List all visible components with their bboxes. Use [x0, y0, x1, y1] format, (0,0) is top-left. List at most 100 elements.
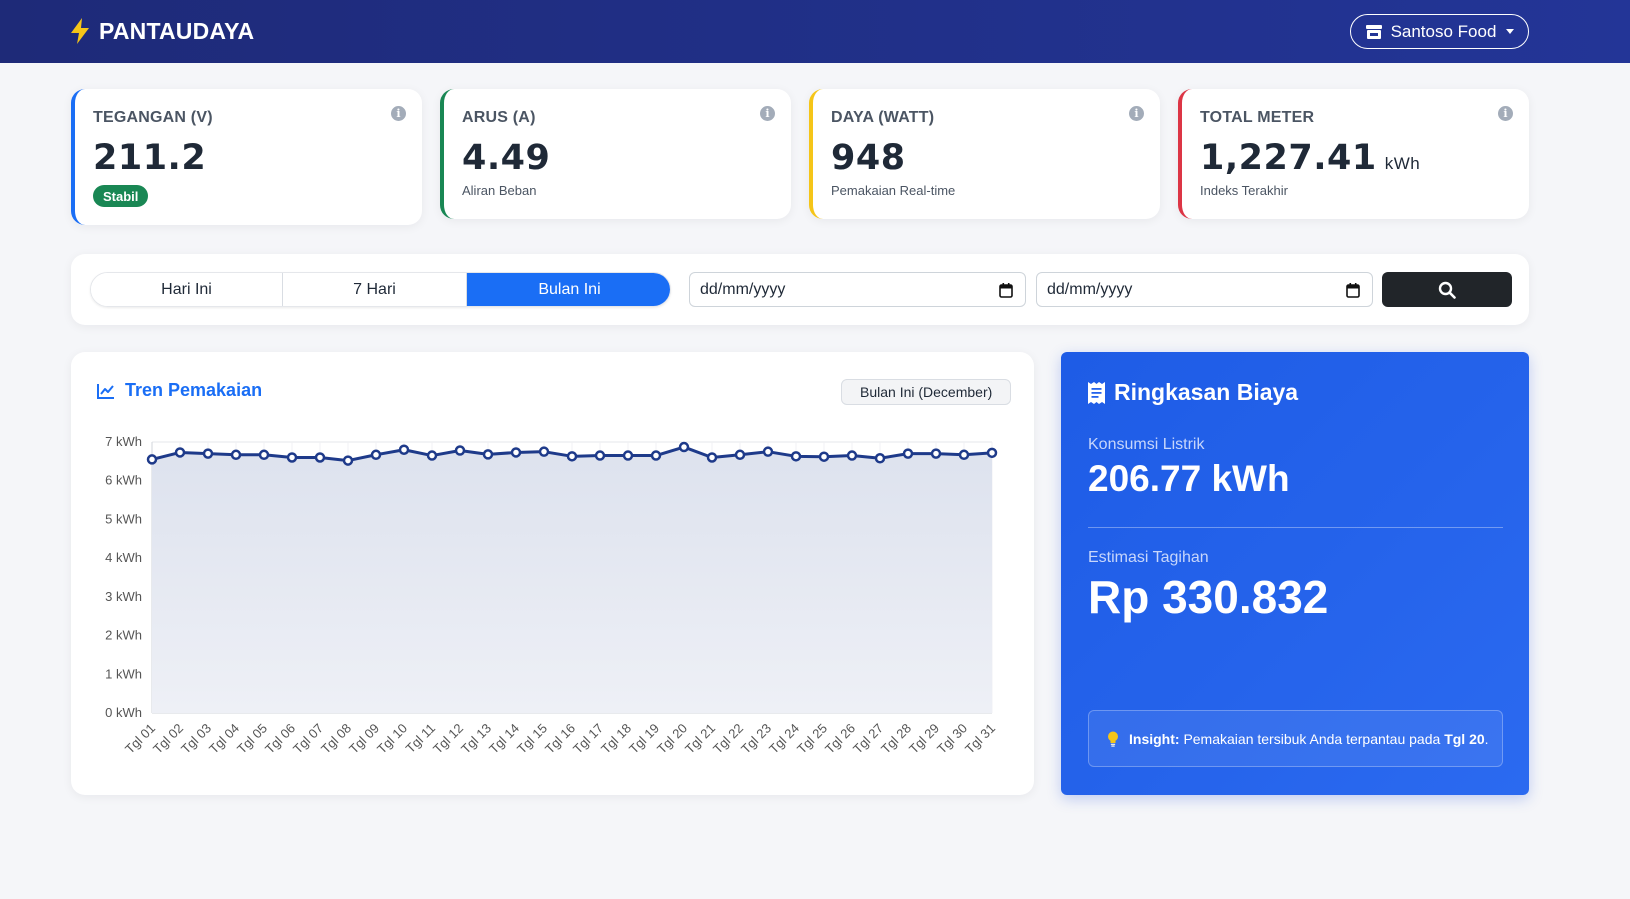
x-tick-label: Tgl 16 — [542, 721, 578, 757]
line-chart-icon — [97, 383, 114, 399]
x-tick-label: Tgl 08 — [318, 721, 354, 757]
insight-label: Insight: — [1129, 730, 1180, 747]
end-date-placeholder: dd/mm/yyyy — [1047, 280, 1133, 298]
y-tick-label: 4 kWh — [105, 550, 142, 565]
stat-label: ARUS (A) — [462, 109, 536, 126]
x-tick-label: Tgl 18 — [598, 721, 634, 757]
stat-label: TEGANGAN (V) — [93, 109, 213, 126]
y-tick-label: 2 kWh — [105, 628, 142, 643]
stat-card-total-meter: TOTAL METER i 1,227.41 kWh Indeks Terakhi… — [1178, 89, 1529, 219]
x-tick-label: Tgl 11 — [403, 721, 438, 756]
data-point — [622, 450, 634, 461]
insight-period: . — [1484, 730, 1489, 747]
data-point — [706, 452, 718, 463]
data-point — [426, 450, 438, 461]
area-fill — [152, 447, 992, 713]
x-tick-label: Tgl 20 — [654, 721, 690, 757]
data-point — [566, 451, 578, 462]
stat-subtext: Aliran Beban — [462, 183, 537, 198]
x-tick-label: Tgl 10 — [374, 721, 410, 757]
search-icon — [1438, 281, 1456, 299]
cost-summary-card: Ringkasan Biaya Konsumsi Listrik 206.77 … — [1061, 352, 1529, 795]
search-button[interactable] — [1382, 272, 1512, 307]
insight-text: Insight: Pemakaian tersibuk Anda terpant… — [1129, 731, 1489, 747]
data-point — [958, 449, 970, 461]
start-date-input[interactable]: dd/mm/yyyy — [689, 272, 1026, 307]
insight-box: Insight: Pemakaian tersibuk Anda terpant… — [1088, 710, 1503, 767]
info-icon[interactable]: i — [760, 106, 775, 121]
x-tick-label: Tgl 19 — [626, 721, 662, 757]
x-tick-label: Tgl 21 — [682, 721, 718, 757]
period-badge: Bulan Ini (December) — [841, 379, 1012, 405]
data-point — [790, 451, 802, 462]
data-point — [146, 454, 158, 465]
stat-card-power: DAYA (WATT) i 948 Pemakaian Real-time — [809, 89, 1160, 219]
consumption-label: Konsumsi Listrik — [1088, 436, 1205, 453]
x-tick-label: Tgl 01 — [122, 721, 158, 757]
stat-subtext: Indeks Terakhir — [1200, 183, 1288, 198]
insight-message: Pemakaian tersibuk Anda terpantau pada — [1183, 730, 1441, 747]
x-tick-label: Tgl 23 — [738, 721, 774, 757]
y-tick-label: 0 kWh — [105, 705, 142, 720]
y-tick-label: 7 kWh — [105, 434, 142, 449]
stat-value: 948 — [831, 138, 906, 178]
y-tick-label: 1 kWh — [105, 666, 142, 681]
info-icon[interactable]: i — [1129, 106, 1144, 121]
data-point — [986, 447, 998, 459]
x-tick-label: Tgl 24 — [766, 721, 802, 757]
data-point — [930, 448, 942, 459]
tab-today[interactable]: Hari Ini — [91, 273, 283, 306]
data-point — [762, 446, 774, 457]
bill-label: Estimasi Tagihan — [1088, 549, 1209, 566]
usage-trend-card: 0 kWh 1 kWh 2 kWh 3 kWh 4 kWh 5 kWh 6 kWh 7 kWh… — [71, 352, 1034, 795]
receipt-icon — [1088, 381, 1105, 404]
stat-subtext: Pemakaian Real-time — [831, 183, 956, 198]
stat-card-current: ARUS (A) i 4.49 Aliran Beban — [440, 89, 791, 219]
data-point — [734, 449, 746, 461]
x-tick-label: Tgl 29 — [906, 721, 942, 757]
data-point — [510, 447, 522, 458]
calendar-icon[interactable] — [999, 283, 1013, 298]
start-date-placeholder: dd/mm/yyyy — [700, 280, 786, 298]
data-point — [174, 447, 186, 458]
brand-name: PANTAUDAYA — [99, 17, 255, 44]
data-point — [818, 451, 830, 462]
data-point — [202, 448, 214, 459]
bill-value: Rp 330.832 — [1088, 571, 1329, 623]
info-icon[interactable]: i — [1498, 106, 1513, 121]
data-point — [398, 444, 410, 455]
data-point — [454, 445, 466, 456]
x-tick-label: Tgl 28 — [878, 721, 914, 757]
x-tick-label: Tgl 27 — [850, 721, 886, 757]
x-tick-label: Tgl 05 — [234, 721, 270, 757]
x-tick-label: Tgl 07 — [290, 721, 326, 757]
x-tick-label: Tgl 15 — [514, 721, 550, 757]
end-date-input[interactable]: dd/mm/yyyy — [1036, 272, 1373, 307]
info-icon[interactable]: i — [391, 106, 406, 121]
brand[interactable]: PANTAUDAYA — [69, 16, 254, 46]
x-tick-label: Tgl 22 — [710, 721, 746, 757]
tab-this-month[interactable]: Bulan Ini — [467, 273, 670, 306]
stat-label: TOTAL METER — [1200, 109, 1315, 126]
data-point — [678, 441, 690, 453]
stat-value: 1,227.41 kWh — [1200, 138, 1420, 178]
x-tick-label: Tgl 04 — [206, 721, 242, 757]
store-selector-button[interactable]: Santoso Food — [1350, 14, 1529, 49]
y-tick-label: 6 kWh — [105, 473, 142, 488]
x-tick-label: Tgl 30 — [934, 721, 970, 757]
data-point — [594, 450, 606, 461]
data-point — [846, 450, 858, 461]
data-point — [370, 449, 382, 461]
x-tick-label: Tgl 25 — [794, 721, 830, 757]
data-point — [538, 446, 550, 457]
status-badge: Stabil — [93, 185, 149, 207]
calendar-icon[interactable] — [1346, 283, 1360, 298]
x-tick-label: Tgl 03 — [178, 721, 214, 757]
store-name: Santoso Food — [1390, 21, 1497, 41]
data-point — [874, 453, 886, 464]
tab-7-days[interactable]: 7 Hari — [283, 273, 467, 306]
data-point — [482, 449, 494, 460]
divider — [1088, 527, 1503, 528]
chart-title: Tren Pemakaian — [97, 380, 262, 401]
data-point — [286, 452, 298, 463]
